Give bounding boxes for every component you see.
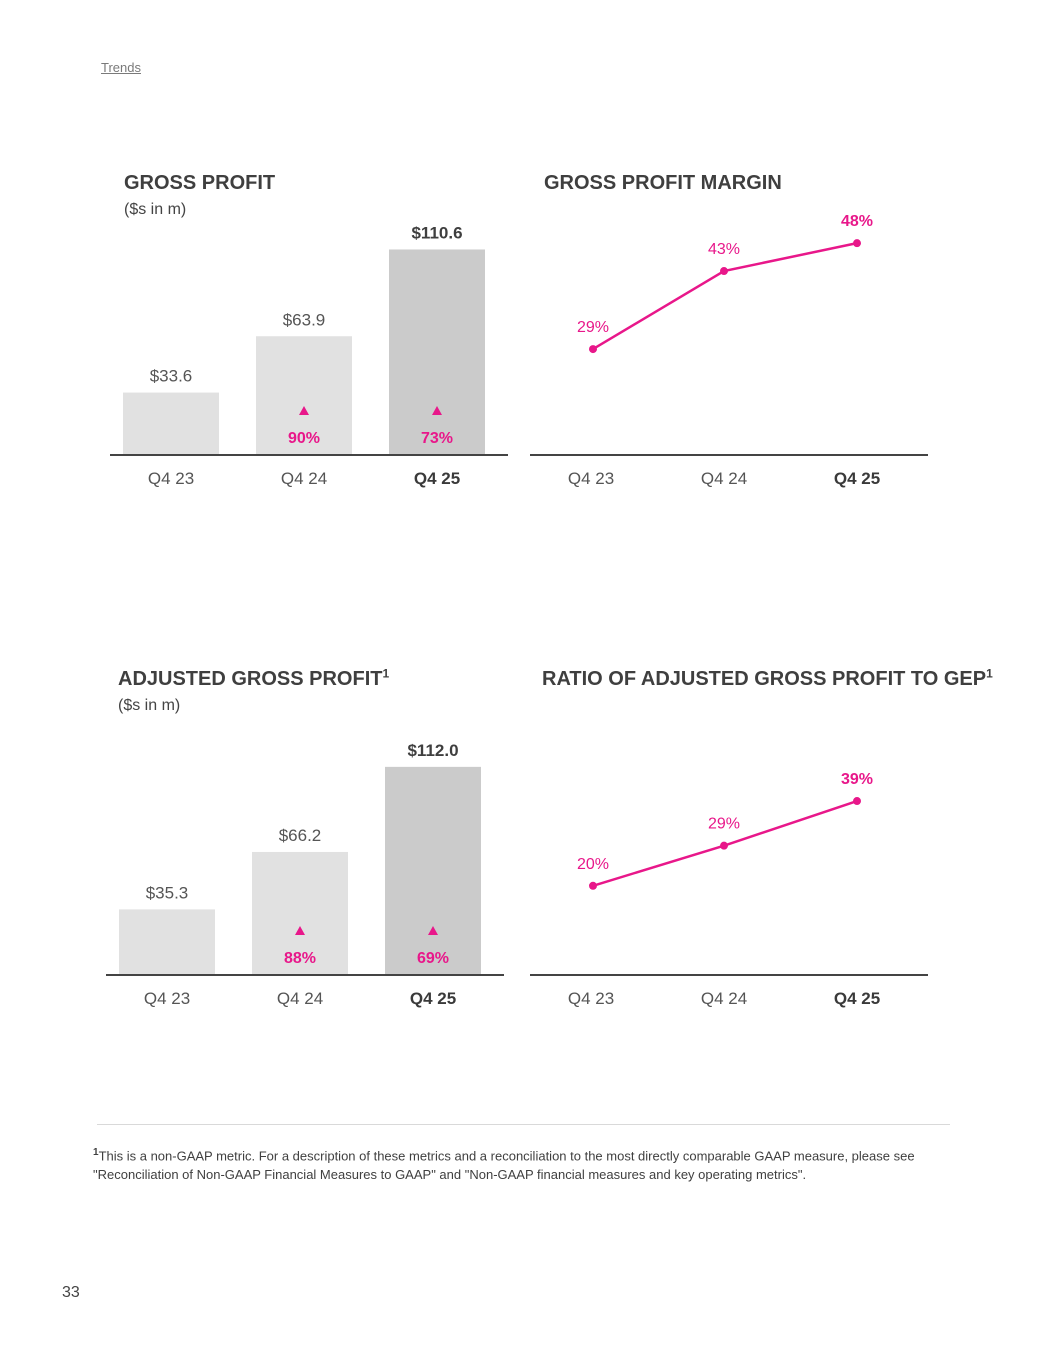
x-tick-label-1: Q4 24 bbox=[701, 989, 747, 1008]
bar-value-label-2: $112.0 bbox=[407, 741, 458, 760]
data-label-0: 29% bbox=[577, 319, 609, 336]
gross-profit-subtitle: ($s in m) bbox=[124, 201, 187, 218]
ratio-title-sup: 1 bbox=[986, 666, 993, 681]
page-number: 33 bbox=[62, 1284, 80, 1301]
data-point-1 bbox=[720, 267, 728, 276]
adjusted-gross-profit-chart: $35.3 $66.2 88% $112.0 69% Q4 23 Q4 24 Q4 25 bbox=[106, 741, 504, 1008]
bar-value-label-2: $110.6 bbox=[411, 223, 462, 242]
footnote: 1This is a non-GAAP metric. For a descri… bbox=[93, 1143, 953, 1184]
bar-value-label-1: $66.2 bbox=[279, 826, 322, 845]
footnote-divider bbox=[97, 1124, 950, 1125]
adjusted-gross-profit-title: ADJUSTED GROSS PROFIT1 bbox=[118, 666, 390, 691]
up-triangle-icon-1 bbox=[295, 926, 305, 935]
bar-1 bbox=[252, 851, 348, 975]
bar-0 bbox=[119, 909, 215, 975]
ratio-title-text: RATIO OF ADJUSTED GROSS PROFIT TO GEP bbox=[542, 668, 987, 690]
bar-value-label-1: $63.9 bbox=[283, 310, 326, 329]
data-point-1 bbox=[720, 841, 728, 850]
gross-profit-title-text: GROSS PROFIT bbox=[124, 172, 276, 194]
bar-value-label-0: $35.3 bbox=[146, 883, 189, 902]
data-point-0 bbox=[589, 345, 597, 354]
x-tick-label-2: Q4 25 bbox=[410, 989, 456, 1008]
series-line bbox=[592, 241, 858, 351]
trends-link[interactable]: Trends bbox=[101, 60, 141, 75]
ratio-adjusted-gp-to-gep-title: RATIO OF ADJUSTED GROSS PROFIT TO GEP1 bbox=[542, 666, 993, 691]
gross-profit-margin-chart: 29% 43% 48% Q4 23 Q4 24 Q4 25 bbox=[530, 213, 928, 488]
x-tick-label-2: Q4 25 bbox=[834, 469, 880, 488]
x-tick-label-2: Q4 25 bbox=[414, 469, 460, 488]
footnote-marker: 1 bbox=[93, 1147, 99, 1158]
data-label-2: 39% bbox=[841, 771, 873, 788]
ratio-adjusted-gp-to-gep-chart: 20% 29% 39% Q4 23 Q4 24 Q4 25 bbox=[530, 771, 928, 1008]
gross-profit-chart: $33.6 $63.9 90% $110.6 73% Q4 23 Q4 24 Q4 25 bbox=[110, 223, 508, 488]
data-label-0: 20% bbox=[577, 856, 609, 873]
x-tick-label-2: Q4 25 bbox=[834, 989, 880, 1008]
up-triangle-icon-1 bbox=[299, 406, 309, 415]
data-label-2: 48% bbox=[841, 213, 873, 230]
gross-profit-margin-title: GROSS PROFIT MARGIN bbox=[544, 172, 782, 195]
adjusted-gross-profit-title-text: ADJUSTED GROSS PROFIT bbox=[118, 668, 383, 690]
x-tick-label-0: Q4 23 bbox=[148, 469, 194, 488]
adjusted-gross-profit-title-sup: 1 bbox=[382, 666, 390, 681]
growth-label-1: 88% bbox=[284, 950, 316, 967]
x-tick-label-1: Q4 24 bbox=[281, 469, 327, 488]
x-tick-label-0: Q4 23 bbox=[568, 989, 614, 1008]
x-tick-label-0: Q4 23 bbox=[568, 469, 614, 488]
growth-label-2: 69% bbox=[417, 950, 449, 967]
x-tick-label-1: Q4 24 bbox=[277, 989, 323, 1008]
growth-label-2: 73% bbox=[421, 430, 453, 447]
up-triangle-icon-2 bbox=[428, 926, 438, 935]
x-tick-label-1: Q4 24 bbox=[701, 469, 747, 488]
data-label-1: 29% bbox=[708, 816, 740, 833]
data-point-2 bbox=[853, 239, 861, 248]
up-triangle-icon-2 bbox=[432, 406, 442, 415]
data-point-0 bbox=[589, 881, 597, 890]
data-point-2 bbox=[853, 797, 861, 806]
x-tick-label-0: Q4 23 bbox=[144, 989, 190, 1008]
bar-1 bbox=[256, 336, 352, 455]
gross-profit-title: GROSS PROFIT bbox=[124, 172, 275, 195]
bar-value-label-0: $33.6 bbox=[150, 367, 193, 386]
footnote-text: This is a non-GAAP metric. For a descrip… bbox=[93, 1148, 915, 1183]
data-label-1: 43% bbox=[708, 241, 740, 258]
gross-profit-margin-title-text: GROSS PROFIT MARGIN bbox=[544, 172, 782, 194]
bar-2 bbox=[385, 766, 481, 975]
bar-2 bbox=[389, 249, 485, 455]
adjusted-gross-profit-subtitle: ($s in m) bbox=[118, 697, 181, 714]
growth-label-1: 90% bbox=[288, 430, 320, 447]
bar-0 bbox=[123, 392, 219, 455]
